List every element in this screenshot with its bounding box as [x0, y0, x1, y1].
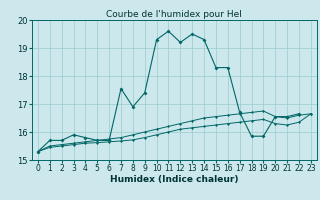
X-axis label: Humidex (Indice chaleur): Humidex (Indice chaleur) [110, 175, 239, 184]
Title: Courbe de l'humidex pour Hel: Courbe de l'humidex pour Hel [107, 10, 242, 19]
